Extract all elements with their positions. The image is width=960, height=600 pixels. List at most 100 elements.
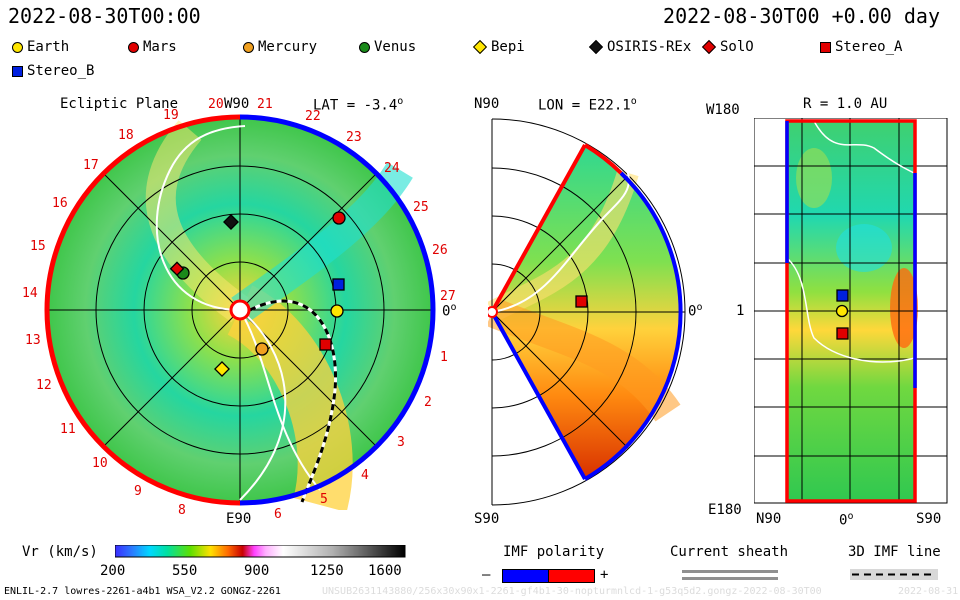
rot-label-8: 8 [178, 503, 186, 518]
stereo-b-marker-icon [12, 65, 23, 77]
stream-band [145, 120, 249, 323]
imf-polarity-title: IMF polarity [503, 544, 605, 560]
colorbar-tick-550: 550 [172, 563, 198, 579]
legend-stereo-b: Stereo_B [12, 63, 94, 79]
legend-venus: Venus [359, 39, 416, 55]
imf-line [249, 299, 338, 503]
ecliptic-bottom-label: E90 [226, 511, 252, 527]
legend-solo: SolO [701, 39, 754, 55]
rot-label-2: 2 [424, 395, 432, 410]
legend-label: OSIRIS-REx [607, 39, 692, 55]
mars-marker-icon [128, 41, 139, 53]
sphere-plot [754, 118, 948, 504]
rot-label-4: 4 [361, 468, 369, 483]
imf-polarity-pos-swatch [548, 569, 595, 583]
meridional-bottom-label: S90 [474, 511, 500, 527]
bepi-marker [214, 361, 230, 377]
rot-label-10: 10 [92, 456, 108, 471]
colorbar-label: Vr (km/s) [22, 544, 98, 560]
stereo-a-marker [319, 338, 332, 351]
sphere-top-label: W180 [706, 102, 740, 118]
sphere-x-label-0: 0o [839, 511, 853, 529]
meridional-lon-label: LON = E22.1o [538, 96, 637, 114]
stereo-b-marker [332, 278, 345, 291]
legend-mercury: Mercury [243, 39, 317, 55]
zero-text: 0 [688, 303, 697, 320]
polarity-arc-pos [583, 143, 623, 175]
ecliptic-lat-label: LAT = -3.4o [313, 96, 403, 114]
colorbar [115, 545, 406, 558]
stereo-a-marker [575, 295, 588, 308]
legend-stereo-a: Stereo_A [820, 39, 902, 55]
colorbar-tick-1250: 1250 [310, 563, 344, 579]
legend-mars: Mars [128, 39, 177, 55]
imf-polarity-minus: – [482, 567, 491, 583]
sector-boundary-line [155, 125, 246, 311]
current-sheath-line-1 [682, 570, 778, 573]
rot-label-21: 21 [257, 97, 273, 112]
rot-label-11: 11 [60, 422, 76, 437]
ecliptic-plot [44, 114, 436, 510]
sector-boundary-line [786, 257, 916, 363]
footer-stamp: 2022-08-31 [898, 586, 959, 597]
polarity-edge-neg [490, 311, 587, 480]
mercury-marker [255, 342, 269, 356]
meridional-top-label: N90 [474, 96, 500, 112]
stereo-a-marker [836, 327, 849, 340]
mercury-marker-icon [243, 41, 254, 53]
rot-label-14: 14 [22, 286, 38, 301]
rot-label-3: 3 [397, 435, 405, 450]
legend-label: Venus [374, 39, 417, 55]
ecliptic-right-label: 0o [442, 302, 456, 320]
earth-marker-icon [12, 41, 23, 53]
colorbar-tick-900: 900 [244, 563, 270, 579]
sphere-bottom-label: E180 [708, 502, 742, 518]
rot-label-25: 25 [413, 200, 429, 215]
stream-band [488, 298, 681, 422]
solo-marker-icon [701, 39, 717, 55]
mars-marker [332, 211, 346, 225]
sector-boundary-line [239, 309, 321, 491]
zero-text: 0 [442, 303, 451, 320]
rot-label-17: 17 [83, 158, 99, 173]
colorbar-tick-200: 200 [100, 563, 126, 579]
rot-label-22: 22 [305, 109, 321, 124]
legend-label: Mercury [258, 39, 318, 55]
sphere-left-label: 1 [736, 303, 745, 319]
colorbar-tick-1600: 1600 [368, 563, 402, 579]
imf-polarity-neg-swatch [502, 569, 550, 583]
earth-marker [835, 304, 849, 318]
degree-mark: o [450, 302, 457, 313]
rot-label-24: 24 [384, 161, 400, 176]
footer-model: ENLIL-2.7 lowres-2261-a4b1 WSA_V2.2 GONG… [4, 586, 281, 597]
osiris-rex-marker [223, 214, 239, 230]
rot-label-26: 26 [432, 243, 448, 258]
colorbar-gradient [115, 545, 406, 558]
footer-run-id: UNSUB2631143880/256x30x90x1-2261-gf4b1-3… [322, 586, 822, 597]
rot-label-16: 16 [52, 196, 68, 211]
legend-label: SolO [720, 39, 754, 55]
rot-label-9: 9 [134, 484, 142, 499]
venus-marker-icon [359, 41, 370, 53]
lat-text: LAT = -3.4 [313, 97, 398, 114]
sphere-x-label-s90: S90 [916, 511, 942, 527]
degree-mark: o [630, 96, 637, 107]
imf-polarity-plus: + [600, 567, 609, 583]
sphere-x-label-n90: N90 [756, 511, 782, 527]
sphere-title: R = 1.0 AU [803, 96, 888, 112]
stereo-b-marker [836, 289, 849, 302]
degree-mark: o [397, 96, 404, 107]
rot-label-15: 15 [30, 239, 46, 254]
zero-text: 0 [839, 512, 848, 529]
rot-label-1: 1 [440, 350, 448, 365]
stereo-a-marker-icon [820, 41, 831, 53]
ecliptic-top-label: W90 [224, 96, 250, 112]
osiris-rex-marker-icon [588, 39, 604, 55]
sun-icon [488, 306, 498, 318]
degree-mark: o [847, 511, 854, 522]
current-sheath-title: Current sheath [670, 544, 789, 560]
fast-stream-band [226, 285, 353, 510]
legend-label: Bepi [491, 39, 525, 55]
polarity-ring-neg [239, 114, 436, 506]
legend-label: Stereo_A [835, 39, 903, 55]
